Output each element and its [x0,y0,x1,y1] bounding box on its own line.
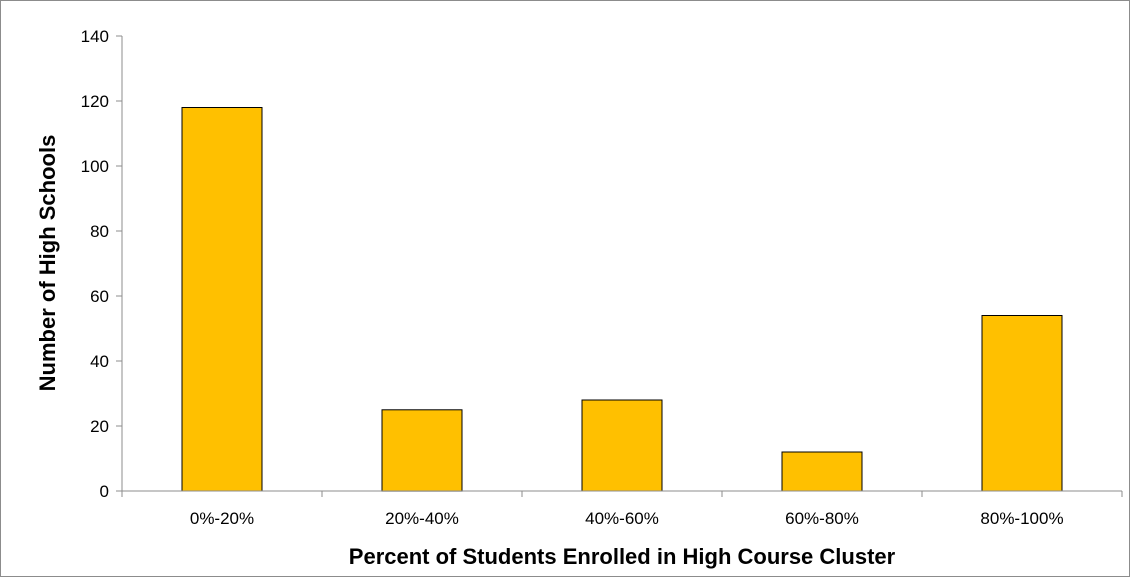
bar-80%-100% [981,315,1063,492]
y-tick-label-100: 100 [81,157,109,176]
y-tick-label-120: 120 [81,92,109,111]
bar-60%-80% [781,451,863,492]
y-tick-label-20: 20 [90,417,109,436]
bar-40%-60% [581,399,663,492]
x-axis-title: Percent of Students Enrolled in High Cou… [349,544,896,569]
x-tick-label-60%-80%: 60%-80% [785,509,859,528]
y-tick-label-80: 80 [90,222,109,241]
y-tick-label-40: 40 [90,352,109,371]
x-tick-label-20%-40%: 20%-40% [385,509,459,528]
bar-20%-40% [381,409,463,492]
axes-layer [116,35,1123,497]
y-tick-label-140: 140 [81,27,109,46]
bars-layer [181,107,1063,492]
y-tick-label-0: 0 [100,482,109,501]
bar-0%-20% [181,107,263,492]
x-tick-label-80%-100%: 80%-100% [980,509,1063,528]
x-tick-label-40%-60%: 40%-60% [585,509,659,528]
y-tick-label-60: 60 [90,287,109,306]
y-axis-title: Number of High Schools [35,135,60,392]
labels-layer: 0 20 40 60 80 100 120 140 0%-20% 20%-40% 40%-60% 60… [81,27,1064,528]
x-tick-label-0%-20%: 0%-20% [190,509,254,528]
